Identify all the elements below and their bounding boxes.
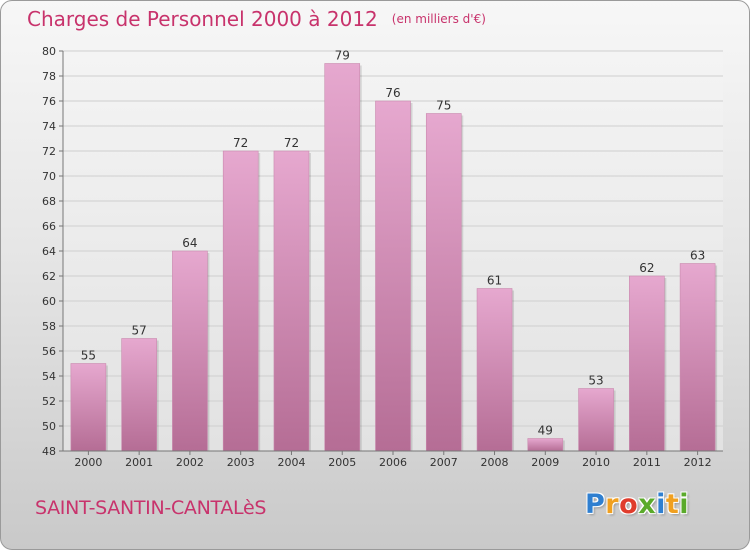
chart-title: Charges de Personnel 2000 à 2012 (en mill…	[27, 7, 486, 31]
y-tick-label: 58	[42, 320, 56, 333]
x-tick-label: 2000	[74, 456, 102, 469]
bar	[273, 150, 310, 452]
x-tick-label: 2002	[176, 456, 204, 469]
y-tick-label: 56	[42, 345, 56, 358]
town-name: SAINT-SANTIN-CANTALèS	[35, 497, 267, 519]
x-tick-label: 2001	[125, 456, 153, 469]
bars: 55 57 64 72 72 79 76 75 61 49 53 62 63	[70, 49, 718, 452]
bar	[70, 363, 107, 452]
y-tick-label: 68	[42, 195, 56, 208]
x-tick-label: 2006	[379, 456, 407, 469]
logo-letter: x	[638, 489, 657, 520]
data-label: 72	[233, 136, 248, 150]
bar	[121, 338, 157, 452]
y-tick-label: 80	[42, 45, 56, 58]
x-tick-label: 2003	[227, 456, 255, 469]
bar	[222, 150, 259, 452]
bar	[679, 263, 716, 452]
y-tick-label: 64	[42, 245, 56, 258]
logo-letter: o	[619, 489, 639, 520]
data-label: 63	[690, 249, 705, 263]
x-tick-label: 2010	[582, 456, 610, 469]
chart-subtitle: (en milliers d'€)	[391, 12, 486, 26]
y-tick-label: 50	[42, 420, 56, 433]
proxiti-logo: Proxiti	[585, 489, 689, 520]
x-tick-label: 2011	[633, 456, 661, 469]
bar	[578, 388, 614, 452]
y-tick-label: 48	[42, 445, 56, 458]
y-tick-label: 66	[42, 220, 56, 233]
x-tick-label: 2009	[531, 456, 559, 469]
data-label: 55	[81, 349, 96, 363]
x-tick-label: 2007	[430, 456, 458, 469]
bar	[629, 275, 665, 452]
logo-letter: i	[656, 489, 666, 520]
logo-letter: P	[585, 489, 606, 520]
data-label: 61	[487, 274, 502, 288]
bar	[527, 438, 564, 452]
bar	[425, 113, 462, 452]
chart-title-text: Charges de Personnel 2000 à 2012	[27, 7, 378, 31]
y-tick-label: 62	[42, 270, 56, 283]
bar	[324, 63, 361, 452]
logo-letter: i	[679, 489, 690, 520]
data-label: 62	[639, 261, 654, 275]
y-tick-label: 60	[42, 295, 56, 308]
data-label: 49	[538, 424, 553, 438]
y-tick-label: 72	[42, 145, 56, 158]
y-tick-label: 76	[42, 95, 56, 108]
bar	[476, 288, 513, 452]
x-tick-label: 2012	[684, 456, 712, 469]
data-label: 76	[385, 86, 400, 100]
x-tick-label: 2005	[328, 456, 356, 469]
data-label: 75	[436, 99, 451, 113]
x-tick-label: 2008	[481, 456, 509, 469]
data-label: 72	[284, 136, 299, 150]
data-label: 79	[335, 49, 350, 63]
logo-letter: r	[605, 489, 620, 520]
x-tick-label: 2004	[277, 456, 305, 469]
y-tick-label: 74	[42, 120, 56, 133]
y-tick-label: 70	[42, 170, 56, 183]
y-tick-label: 78	[42, 70, 56, 83]
y-tick-label: 52	[42, 395, 56, 408]
data-label: 57	[132, 324, 147, 338]
logo-letter: t	[665, 489, 680, 520]
bar	[375, 100, 411, 452]
bar	[172, 250, 208, 452]
data-label: 53	[588, 374, 603, 388]
y-tick-label: 54	[42, 370, 56, 383]
data-label: 64	[182, 236, 197, 250]
axes: 48 50 52 54 56 58 60 62 64 66 68 70 72 74 76 78 80 2000 20…	[42, 45, 723, 469]
